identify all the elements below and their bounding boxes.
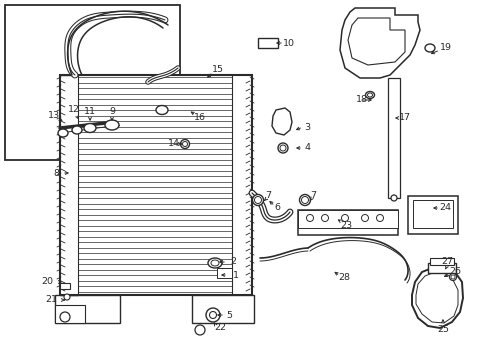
Circle shape [206, 308, 220, 322]
Ellipse shape [299, 194, 311, 206]
Text: 24: 24 [439, 203, 451, 212]
Text: 6: 6 [274, 203, 280, 212]
Circle shape [307, 215, 314, 221]
Polygon shape [348, 18, 405, 65]
Polygon shape [412, 268, 463, 328]
Text: 7: 7 [310, 190, 316, 199]
Circle shape [60, 312, 70, 322]
Bar [192, 295, 254, 323]
Text: 27: 27 [441, 257, 453, 266]
Bar [413, 200, 453, 228]
Text: 25: 25 [437, 325, 449, 334]
Text: 28: 28 [338, 274, 350, 283]
Ellipse shape [280, 145, 286, 151]
Bar [55, 295, 120, 323]
Text: 2: 2 [230, 257, 236, 266]
Text: 3: 3 [304, 122, 310, 131]
Text: 1: 1 [233, 270, 239, 279]
Text: 11: 11 [84, 108, 96, 117]
Bar [55, 305, 85, 323]
Text: 13: 13 [48, 111, 60, 120]
Circle shape [321, 215, 328, 221]
Ellipse shape [301, 197, 309, 203]
Circle shape [342, 215, 348, 221]
Bar [258, 38, 278, 48]
Ellipse shape [208, 258, 222, 268]
Ellipse shape [182, 141, 188, 147]
Polygon shape [340, 8, 420, 78]
Bar [217, 268, 232, 278]
Ellipse shape [278, 143, 288, 153]
Text: 17: 17 [399, 113, 411, 122]
Ellipse shape [72, 126, 82, 134]
Bar [428, 263, 456, 273]
Ellipse shape [425, 44, 435, 52]
Bar [388, 78, 400, 198]
Text: 21: 21 [45, 296, 57, 305]
Ellipse shape [254, 197, 262, 203]
Circle shape [362, 215, 368, 221]
Text: 16: 16 [194, 113, 206, 122]
Text: 23: 23 [340, 220, 352, 230]
Circle shape [64, 294, 70, 300]
Text: 18: 18 [356, 95, 368, 104]
Bar [430, 258, 454, 265]
Bar [298, 210, 398, 235]
Ellipse shape [84, 123, 96, 132]
Circle shape [376, 215, 384, 221]
Bar [408, 196, 458, 234]
Text: 12: 12 [68, 105, 80, 114]
Text: 4: 4 [304, 144, 310, 153]
Text: 14: 14 [168, 139, 180, 148]
Ellipse shape [366, 91, 374, 99]
Bar [5, 5, 180, 160]
Bar [298, 210, 398, 228]
Ellipse shape [105, 120, 119, 130]
Polygon shape [272, 108, 292, 135]
Text: 9: 9 [109, 108, 115, 117]
Ellipse shape [180, 139, 190, 148]
Text: 26: 26 [449, 267, 461, 276]
Text: 8: 8 [53, 168, 59, 177]
Circle shape [195, 325, 205, 335]
Ellipse shape [252, 194, 264, 206]
Text: 7: 7 [265, 190, 271, 199]
Ellipse shape [156, 105, 168, 114]
Text: 10: 10 [283, 39, 295, 48]
Ellipse shape [58, 129, 68, 137]
Ellipse shape [368, 93, 372, 97]
Ellipse shape [449, 274, 457, 280]
Text: 20: 20 [41, 278, 53, 287]
Text: 5: 5 [226, 310, 232, 320]
Ellipse shape [211, 260, 219, 266]
Text: 15: 15 [212, 64, 224, 73]
Text: 19: 19 [440, 44, 452, 53]
Polygon shape [416, 272, 458, 323]
Bar [60, 283, 70, 289]
Ellipse shape [391, 195, 397, 201]
Text: 22: 22 [214, 324, 226, 333]
Circle shape [210, 311, 217, 319]
Bar [60, 75, 252, 295]
Ellipse shape [451, 275, 455, 279]
